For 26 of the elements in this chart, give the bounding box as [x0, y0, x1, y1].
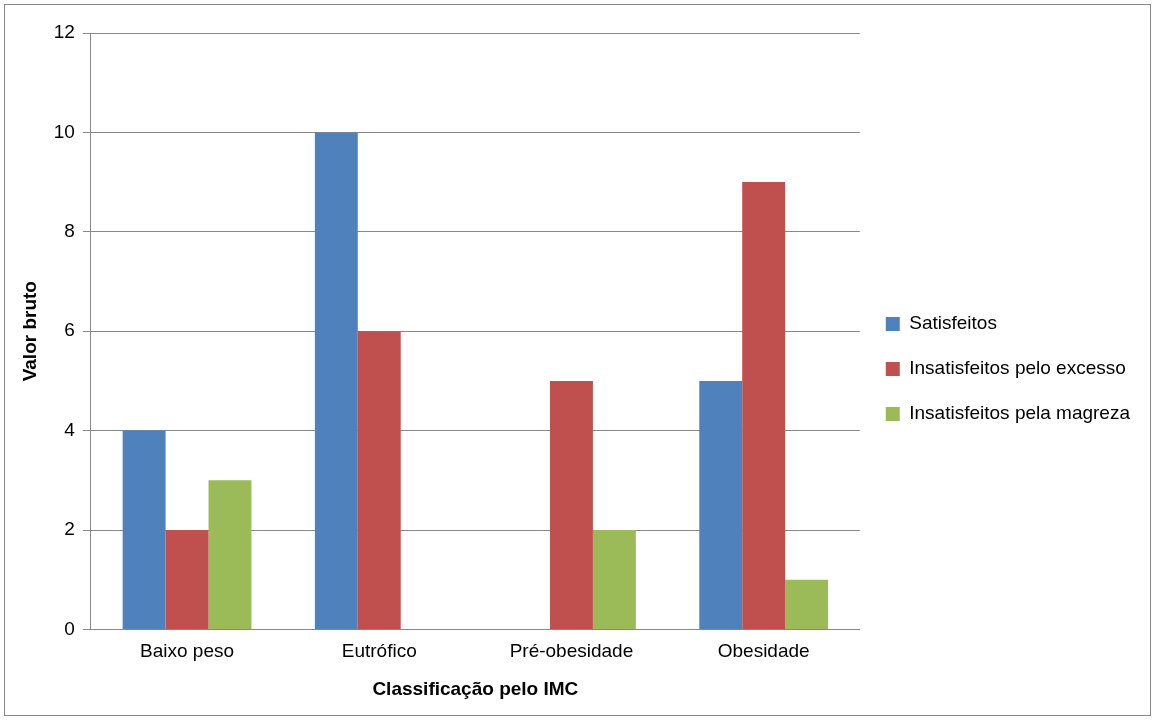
- y-tick-label: 8: [64, 220, 75, 242]
- bar: [550, 380, 593, 629]
- bar: [122, 430, 166, 629]
- bar: [165, 530, 209, 629]
- y-tick-label: 10: [53, 120, 75, 142]
- y-tick-label: 6: [64, 319, 75, 341]
- bar: [314, 132, 358, 629]
- y-tick-label: 2: [64, 518, 75, 540]
- x-tick-label: Eutrófico: [341, 640, 417, 662]
- bar: [592, 530, 636, 629]
- x-tick-label: Pré-obesidade: [509, 640, 634, 662]
- bar: [785, 579, 829, 629]
- legend-label: Insatisfeitos pelo excesso: [909, 357, 1126, 379]
- legend-label: Insatisfeitos pela magreza: [909, 402, 1131, 424]
- y-axis-title: Valor bruto: [18, 281, 40, 382]
- bar: [699, 380, 743, 629]
- y-tick-label: 0: [64, 617, 75, 639]
- y-tick-label: 4: [64, 418, 76, 440]
- bar: [357, 331, 401, 629]
- x-axis-title: Classificação pelo IMC: [372, 677, 579, 699]
- x-tick-label: Obesidade: [717, 640, 810, 662]
- bar: [208, 480, 252, 629]
- bar: [742, 182, 786, 629]
- x-tick-label: Baixo peso: [140, 640, 235, 662]
- legend-label: Satisfeitos: [909, 312, 997, 334]
- y-tick-label: 12: [53, 21, 75, 43]
